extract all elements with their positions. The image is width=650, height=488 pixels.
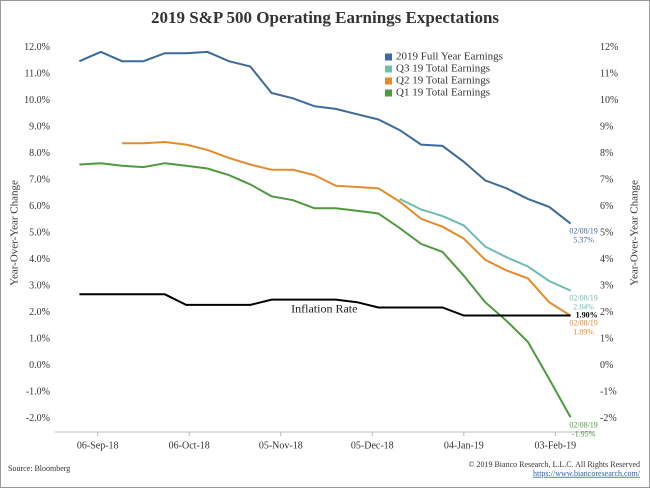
- series-line: [399, 198, 572, 292]
- y-tick-label: -1.0%: [26, 387, 50, 398]
- y-tick-label: 12.0%: [24, 42, 50, 53]
- legend-label: Q2 19 Total Earnings: [396, 75, 490, 87]
- legend-label: Q1 19 Total Earnings: [396, 87, 490, 99]
- y2-tick-label: 0%: [600, 360, 613, 371]
- end-date-label: 02/08/19: [569, 420, 597, 429]
- legend-swatch: [385, 53, 392, 61]
- y-tick-label: 2.0%: [29, 307, 50, 318]
- end-date-label: 02/08/19: [569, 293, 597, 302]
- y-tick-label: 9.0%: [29, 122, 50, 133]
- chart-title: 2019 S&P 500 Operating Earnings Expectat…: [151, 8, 499, 27]
- y-tick-label: 7.0%: [29, 175, 50, 186]
- y-tick-label: 6.0%: [29, 201, 50, 212]
- series-line: [79, 50, 572, 225]
- legend-label: Q3 19 Total Earnings: [396, 63, 490, 75]
- legend-swatch: [385, 89, 392, 97]
- legend-swatch: [385, 65, 392, 73]
- end-date-label: 02/08/19: [569, 226, 597, 235]
- x-tick-label: 06-Oct-18: [169, 440, 210, 451]
- source: Source: Bloomberg: [8, 464, 70, 473]
- y2-axis-title: Year-Over-Year Change: [629, 180, 641, 286]
- series-line: [79, 293, 571, 317]
- x-tick-label: 05-Nov-18: [259, 440, 303, 451]
- y2-tick-label: 8%: [600, 148, 613, 159]
- y2-tick-label: 12%: [600, 42, 618, 53]
- value-label: 1.89%: [573, 328, 594, 337]
- y2-tick-label: 3%: [600, 281, 613, 292]
- series-line: [79, 162, 572, 418]
- y-tick-label: 0.0%: [29, 360, 50, 371]
- y2-tick-label: 1%: [600, 334, 613, 345]
- y2-tick-label: 4%: [600, 254, 613, 265]
- y-tick-label: 10.0%: [24, 95, 50, 106]
- legend-swatch: [385, 77, 392, 85]
- y2-tick-label: 9%: [600, 122, 613, 133]
- y-tick-label: 3.0%: [29, 281, 50, 292]
- value-label: 2.84%: [573, 302, 594, 311]
- y2-tick-label: -2%: [600, 413, 617, 424]
- x-tick-label: 06-Sep-18: [77, 440, 119, 451]
- y2-tick-label: 2%: [600, 307, 613, 318]
- x-tick-label: 05-Dec-18: [351, 440, 394, 451]
- y2-tick-label: -1%: [600, 387, 617, 398]
- copyright: © 2019 Bianco Research, L.L.C. All Right…: [468, 460, 640, 469]
- value-label: -1.95%: [572, 429, 596, 438]
- y2-tick-label: 5%: [600, 228, 613, 239]
- x-tick-label: 04-Jan-19: [444, 440, 484, 451]
- legend-label: 2019 Full Year Earnings: [396, 51, 503, 63]
- y2-tick-label: 7%: [600, 175, 613, 186]
- series-label: Inflation Rate: [291, 301, 357, 315]
- y2-tick-label: 6%: [600, 201, 613, 212]
- y2-tick-label: 11%: [600, 69, 618, 80]
- y-tick-label: 4.0%: [29, 254, 50, 265]
- y-axis-title: Year-Over-Year Change: [9, 180, 21, 286]
- value-label: 5.37%: [573, 235, 594, 244]
- series-line: [122, 140, 572, 317]
- value-label: 1.90%: [576, 310, 598, 319]
- y2-tick-label: 10%: [600, 95, 618, 106]
- x-tick-label: 03-Feb-19: [535, 440, 577, 451]
- url[interactable]: https://www.biancoresearch.com/: [533, 469, 641, 478]
- y-tick-label: 11.0%: [25, 69, 50, 80]
- y-tick-label: 1.0%: [29, 334, 50, 345]
- y-tick-label: -2.0%: [26, 413, 50, 424]
- y-tick-label: 8.0%: [29, 148, 50, 159]
- y-tick-label: 5.0%: [29, 228, 50, 239]
- end-date-label: 02/08/19: [569, 319, 597, 328]
